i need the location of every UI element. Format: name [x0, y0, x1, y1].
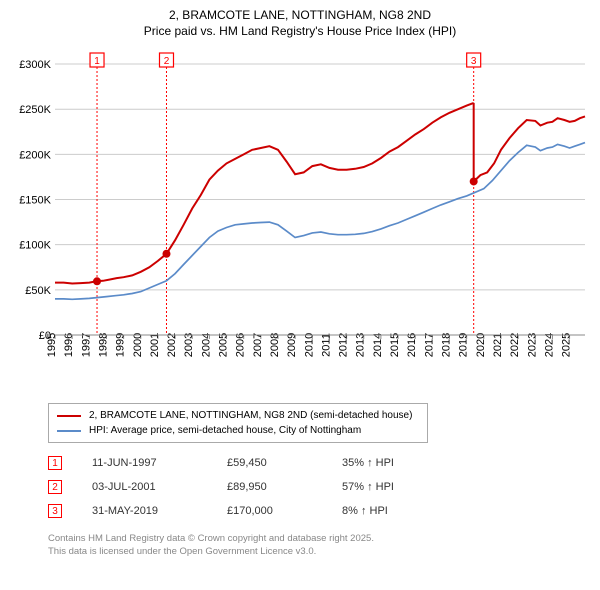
svg-text:2017: 2017	[423, 333, 435, 357]
svg-text:2002: 2002	[166, 333, 178, 357]
svg-text:2024: 2024	[543, 333, 555, 357]
footer: Contains HM Land Registry data © Crown c…	[48, 533, 590, 558]
svg-text:£250K: £250K	[19, 104, 51, 116]
svg-text:1: 1	[94, 56, 100, 67]
svg-text:2010: 2010	[303, 333, 315, 357]
svg-text:2008: 2008	[269, 333, 281, 357]
svg-text:£200K: £200K	[19, 150, 51, 162]
chart-container: 2, BRAMCOTE LANE, NOTTINGHAM, NG8 2ND Pr…	[0, 0, 600, 590]
sale-hpi: 8% ↑ HPI	[342, 505, 388, 517]
svg-text:£100K: £100K	[19, 240, 51, 252]
sale-price: £59,450	[227, 457, 342, 469]
legend-row-2: HPI: Average price, semi-detached house,…	[57, 423, 419, 438]
sale-number-box: 3	[48, 504, 62, 518]
svg-text:2016: 2016	[406, 333, 418, 357]
svg-text:£300K: £300K	[19, 59, 51, 71]
legend-label-2: HPI: Average price, semi-detached house,…	[89, 423, 361, 438]
svg-text:1997: 1997	[80, 333, 92, 357]
svg-text:2014: 2014	[372, 333, 384, 357]
svg-text:2015: 2015	[389, 333, 401, 357]
svg-text:2013: 2013	[355, 333, 367, 357]
legend-row-1: 2, BRAMCOTE LANE, NOTTINGHAM, NG8 2ND (s…	[57, 408, 419, 423]
sale-price: £89,950	[227, 481, 342, 493]
svg-text:2000: 2000	[132, 333, 144, 357]
footer-line2: This data is licensed under the Open Gov…	[48, 546, 590, 558]
sale-number-box: 2	[48, 480, 62, 494]
title-line2: Price paid vs. HM Land Registry's House …	[10, 24, 590, 40]
svg-text:2005: 2005	[218, 333, 230, 357]
svg-text:£50K: £50K	[25, 285, 51, 297]
svg-text:3: 3	[471, 56, 477, 67]
sale-number-box: 1	[48, 456, 62, 470]
sales-row: 2 03-JUL-2001£89,95057% ↑ HPI	[48, 475, 590, 499]
sales-row: 1 11-JUN-1997£59,45035% ↑ HPI	[48, 451, 590, 475]
title-line1: 2, BRAMCOTE LANE, NOTTINGHAM, NG8 2ND	[10, 8, 590, 24]
svg-text:2009: 2009	[286, 333, 298, 357]
chart-area: £0£50K£100K£150K£200K£250K£300K199519961…	[10, 45, 590, 397]
sale-hpi: 35% ↑ HPI	[342, 457, 394, 469]
sale-date: 31-MAY-2019	[92, 505, 227, 517]
svg-text:2021: 2021	[492, 333, 504, 357]
svg-text:2018: 2018	[440, 333, 452, 357]
sale-date: 11-JUN-1997	[92, 457, 227, 469]
svg-text:1998: 1998	[97, 333, 109, 357]
svg-text:1999: 1999	[115, 333, 127, 357]
svg-text:2019: 2019	[458, 333, 470, 357]
svg-text:2003: 2003	[183, 333, 195, 357]
sale-hpi: 57% ↑ HPI	[342, 481, 394, 493]
svg-text:2011: 2011	[320, 333, 332, 357]
svg-text:2023: 2023	[526, 333, 538, 357]
footer-line1: Contains HM Land Registry data © Crown c…	[48, 533, 590, 545]
svg-text:2004: 2004	[200, 333, 212, 357]
svg-text:2006: 2006	[235, 333, 247, 357]
svg-text:2012: 2012	[338, 333, 350, 357]
line-chart-svg: £0£50K£100K£150K£200K£250K£300K199519961…	[10, 45, 590, 397]
legend: 2, BRAMCOTE LANE, NOTTINGHAM, NG8 2ND (s…	[48, 403, 428, 443]
legend-swatch-1	[57, 415, 81, 417]
svg-text:1995: 1995	[46, 333, 58, 357]
svg-text:1996: 1996	[63, 333, 75, 357]
sales-table: 1 11-JUN-1997£59,45035% ↑ HPI 2 03-JUL-2001…	[48, 451, 590, 523]
sale-price: £170,000	[227, 505, 342, 517]
svg-text:2022: 2022	[509, 333, 521, 357]
sales-row: 3 31-MAY-2019£170,0008% ↑ HPI	[48, 499, 590, 523]
legend-label-1: 2, BRAMCOTE LANE, NOTTINGHAM, NG8 2ND (s…	[89, 408, 412, 423]
svg-text:2007: 2007	[252, 333, 264, 357]
svg-text:2: 2	[164, 56, 170, 67]
svg-text:2020: 2020	[475, 333, 487, 357]
svg-text:2001: 2001	[149, 333, 161, 357]
svg-text:£150K: £150K	[19, 195, 51, 207]
svg-text:2025: 2025	[561, 333, 573, 357]
sale-date: 03-JUL-2001	[92, 481, 227, 493]
legend-swatch-2	[57, 430, 81, 432]
